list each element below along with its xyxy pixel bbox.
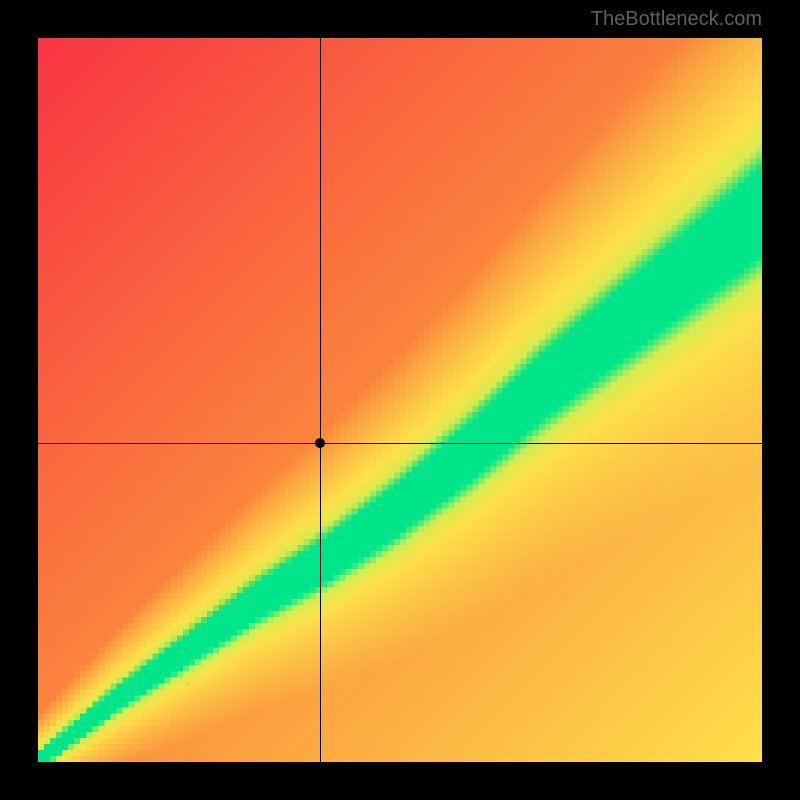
heatmap-canvas: [38, 38, 762, 762]
heatmap-plot: [38, 38, 762, 762]
crosshair-horizontal: [38, 443, 762, 444]
crosshair-vertical: [320, 38, 321, 762]
watermark-text: TheBottleneck.com: [591, 8, 762, 31]
crosshair-marker: [315, 438, 325, 448]
